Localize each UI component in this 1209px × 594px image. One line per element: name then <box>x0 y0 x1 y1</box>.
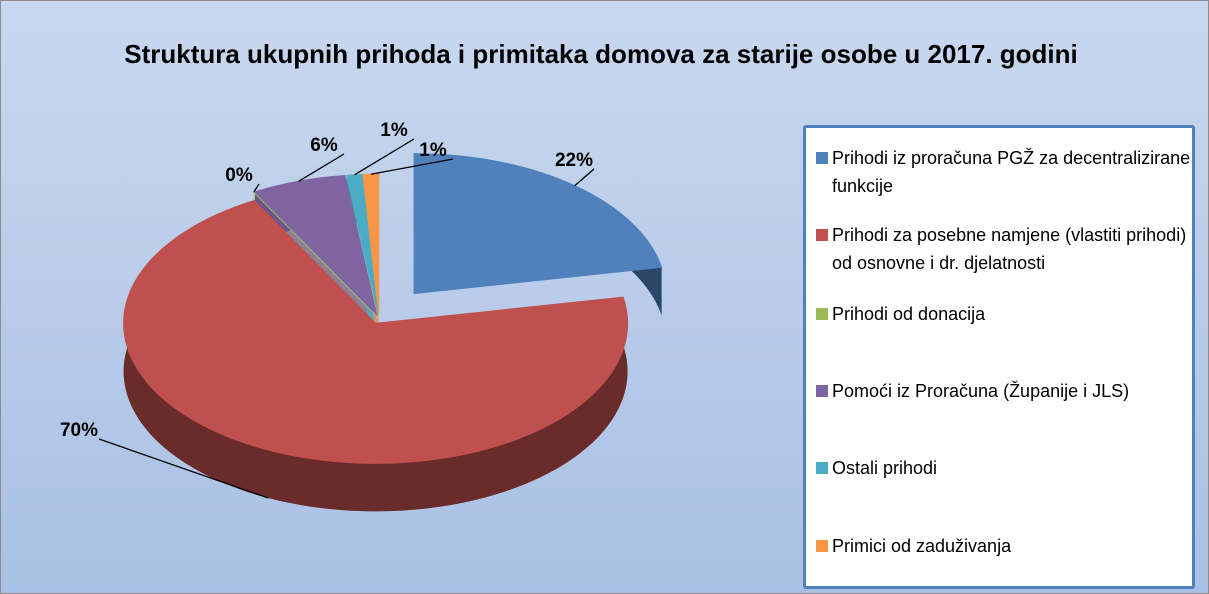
legend-swatch <box>816 308 828 320</box>
leader-line <box>370 158 454 175</box>
legend-label: Pomoći iz Proračuna (Županije i JLS) <box>832 381 1130 401</box>
leader-line <box>253 183 260 193</box>
legend-label: Prihodi za posebne namjene (vlastiti pri… <box>832 225 1187 273</box>
legend-entry: Primici od zaduživanja <box>816 532 1202 560</box>
legend: Prihodi iz proračuna PGŽ za decentralizi… <box>803 125 1195 589</box>
legend-swatch <box>816 152 828 164</box>
leader-line <box>354 138 415 176</box>
legend-label: Prihodi od donacija <box>832 304 986 324</box>
legend-swatch <box>816 462 828 474</box>
legend-entry: Prihodi od donacija <box>816 300 1202 328</box>
slice <box>123 200 629 464</box>
data-label: 1% <box>380 120 408 141</box>
legend-entry: Prihodi iz proračuna PGŽ za decentralizi… <box>816 144 1202 200</box>
legend-entry: Pomoći iz Proračuna (Županije i JLS) <box>816 377 1202 405</box>
legend-label: Primici od zaduživanja <box>832 536 1012 556</box>
data-label: 70% <box>60 420 98 441</box>
legend-label: Prihodi iz proračuna PGŽ za decentralizi… <box>832 148 1191 196</box>
data-label: 1% <box>419 140 447 161</box>
chart-title: Struktura ukupnih prihoda i primitaka do… <box>124 39 1078 69</box>
legend-entry: Ostali prihodi <box>816 454 1202 482</box>
legend-swatch <box>816 540 828 552</box>
data-label: 6% <box>310 135 338 156</box>
data-label: 22% <box>555 150 593 171</box>
legend-swatch <box>816 385 828 397</box>
slice <box>253 191 376 316</box>
leader-line <box>98 438 269 499</box>
legend-label: Ostali prihodi <box>832 458 938 478</box>
slice <box>413 153 663 295</box>
data-label: 0% <box>225 165 253 186</box>
leader-line <box>298 153 345 182</box>
legend-swatch <box>816 229 828 241</box>
legend-entry: Prihodi za posebne namjene (vlastiti pri… <box>816 221 1202 277</box>
slice <box>346 173 379 315</box>
leader-line <box>574 168 595 187</box>
